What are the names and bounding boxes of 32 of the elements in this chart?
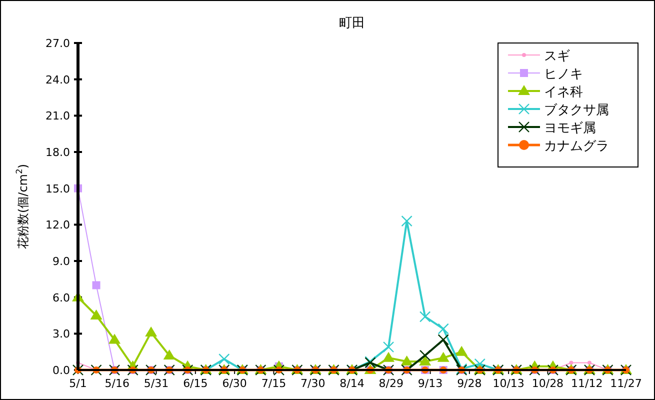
legend-label: ヨモギ属 (544, 121, 596, 136)
x-tick-label: 5/31 (144, 377, 169, 390)
x-tick-label: 5/16 (104, 377, 130, 390)
legend-label: ブタクサ属 (544, 103, 609, 118)
x-tick-label: 6/15 (183, 377, 208, 390)
x-tick-label: 8/29 (378, 377, 404, 390)
x-tick-label: 10/28 (532, 377, 564, 390)
y-tick-label: 3.0 (52, 328, 70, 341)
y-tick-label: 0.0 (52, 364, 70, 377)
x-tick-label: 9/13 (418, 377, 443, 390)
x-tick-label: 11/27 (610, 377, 642, 390)
x-tick-label: 8/14 (340, 377, 364, 390)
legend-label: ヒノキ (544, 67, 583, 82)
chart-title: 町田 (339, 16, 365, 31)
y-tick-label: 18.0 (46, 146, 70, 159)
y-tick-label: 12.0 (46, 218, 70, 232)
x-tick-label: 7/30 (300, 377, 326, 390)
y-tick-label: 6.0 (52, 291, 70, 304)
y-tick-label: 24.0 (46, 73, 70, 86)
y-tick-label: 21.0 (46, 110, 70, 123)
x-tick-label: 9/28 (457, 377, 482, 390)
legend-label: イネ科 (544, 85, 583, 100)
legend-label: カナムグラ (544, 139, 609, 154)
y-tick-label: 9.0 (52, 255, 70, 268)
legend-label: スギ (544, 49, 570, 64)
x-tick-label: 6/30 (222, 377, 247, 390)
y-tick-label: 15.0 (46, 182, 70, 196)
x-tick-label: 11/12 (571, 377, 603, 390)
x-tick-label: 7/15 (261, 377, 286, 390)
x-tick-label: 5/1 (69, 377, 87, 390)
y-tick-label: 27.0 (46, 37, 70, 50)
x-tick-label: 10/13 (492, 377, 524, 390)
